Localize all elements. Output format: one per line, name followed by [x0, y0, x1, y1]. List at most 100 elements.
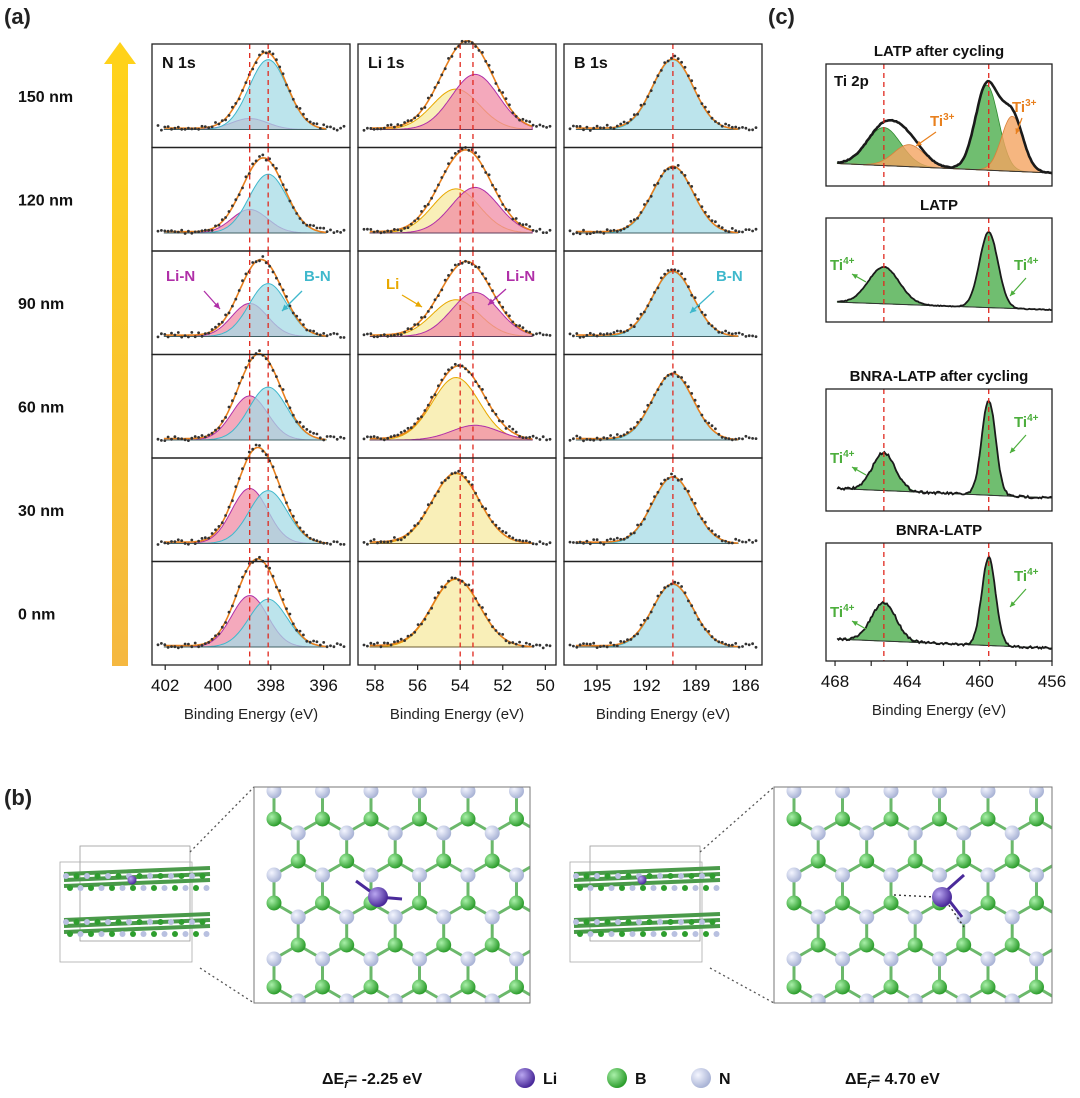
thumb-atom — [94, 873, 101, 879]
atom-b — [907, 937, 923, 953]
data-point — [653, 81, 656, 84]
data-point — [615, 229, 619, 233]
data-point — [362, 128, 366, 132]
data-point — [369, 641, 373, 645]
atom-n — [315, 867, 330, 883]
atom-b — [460, 811, 476, 827]
data-point — [609, 229, 612, 233]
data-point — [595, 646, 599, 649]
data-point — [295, 314, 299, 318]
x-tick-label: 56 — [408, 676, 427, 695]
data-point — [578, 336, 582, 339]
data-point — [629, 638, 633, 641]
annotation-label: Ti4+ — [830, 256, 855, 274]
data-point — [487, 403, 491, 406]
data-point — [291, 311, 295, 315]
data-point — [727, 124, 731, 127]
atom-n — [339, 825, 355, 841]
data-point — [382, 438, 386, 442]
thumb-atom — [657, 919, 663, 925]
data-point — [285, 295, 288, 298]
data-point — [268, 157, 271, 161]
data-point — [724, 229, 727, 233]
data-point — [737, 230, 741, 234]
data-point — [690, 604, 694, 608]
data-point — [176, 538, 180, 542]
data-point — [416, 522, 420, 525]
data-point — [278, 384, 282, 388]
data-point — [497, 194, 501, 198]
thumb-atom — [661, 885, 667, 891]
data-point — [335, 230, 339, 233]
data-point — [187, 642, 190, 646]
data-point — [203, 125, 207, 128]
data-point — [183, 127, 187, 131]
experimental-curve — [837, 79, 1053, 175]
data-point — [727, 541, 731, 545]
atom-b — [266, 895, 282, 911]
data-point — [403, 330, 406, 334]
data-point — [636, 317, 639, 320]
data-point — [332, 231, 336, 235]
data-point — [302, 323, 305, 326]
data-point — [224, 118, 228, 122]
atom-n — [436, 909, 452, 925]
data-point — [393, 333, 396, 337]
data-point — [582, 128, 585, 132]
atom-n — [266, 787, 282, 799]
data-point — [521, 117, 525, 121]
data-point — [663, 586, 667, 590]
atom-n — [363, 867, 379, 883]
data-point — [497, 419, 501, 423]
data-point — [572, 644, 575, 648]
data-point — [541, 542, 545, 545]
atom-n — [859, 993, 875, 1003]
atom-n — [859, 909, 875, 925]
data-point — [707, 322, 711, 325]
data-point — [504, 531, 508, 535]
data-point — [656, 74, 660, 78]
data-point — [697, 94, 700, 98]
raw-data-points — [568, 472, 758, 546]
data-point — [730, 643, 734, 647]
data-point — [298, 420, 302, 424]
data-point — [426, 503, 430, 507]
data-point — [673, 54, 677, 58]
data-point — [207, 228, 211, 232]
thumb-atom — [94, 919, 101, 925]
atom-n — [1029, 951, 1044, 967]
data-point — [396, 639, 400, 643]
data-point — [464, 40, 467, 44]
data-point — [369, 228, 373, 231]
data-point — [406, 119, 410, 123]
data-point — [251, 261, 255, 264]
data-point — [389, 334, 393, 338]
data-point — [467, 148, 471, 152]
raw-data-points — [362, 259, 552, 339]
atom-n — [484, 825, 500, 841]
data-point — [170, 645, 173, 648]
data-point — [487, 63, 491, 67]
annotation-superscript: 4+ — [1027, 256, 1039, 267]
data-point — [568, 540, 572, 544]
data-point — [541, 646, 545, 650]
x-tick-label: 52 — [493, 676, 512, 695]
subplot-inner-label: Ti 2p — [834, 73, 869, 90]
data-point — [460, 471, 464, 475]
data-point — [518, 640, 521, 644]
data-point — [176, 230, 180, 234]
thumb-atom — [709, 919, 716, 925]
data-point — [214, 634, 217, 638]
data-point — [545, 333, 548, 337]
atom-n — [509, 867, 524, 883]
data-point — [710, 219, 714, 223]
raw-data-points — [156, 555, 346, 650]
data-point — [372, 335, 376, 339]
data-point — [251, 162, 255, 166]
thumb-atom — [199, 919, 206, 925]
data-point — [656, 490, 660, 494]
data-point — [302, 221, 305, 225]
data-point — [484, 612, 488, 616]
atom-legend: Li B N — [515, 1068, 731, 1088]
